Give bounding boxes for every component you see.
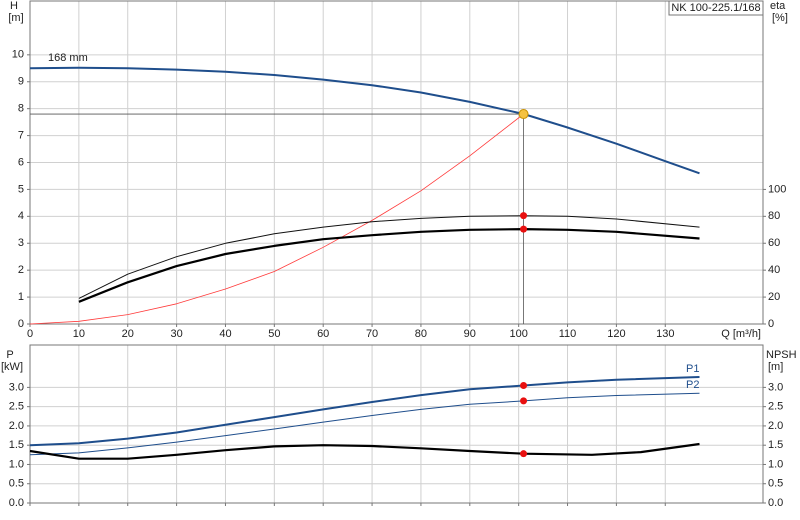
y2-tick-label: 60 — [768, 237, 780, 249]
y2-tick-label: 20 — [768, 291, 780, 303]
series-line — [29, 392, 700, 456]
x-tick-label: 60 — [317, 328, 329, 340]
y-tick-label: 7 — [18, 129, 24, 141]
y-tick-label: 5 — [18, 183, 24, 195]
y-axis-unit: [kW] — [1, 361, 23, 373]
y-tick-label: 3 — [18, 237, 24, 249]
x-axis-label: Q [m³/h] — [721, 328, 761, 340]
x-tick-label: 10 — [73, 328, 85, 340]
operating-point — [518, 109, 529, 120]
x-tick-label: 20 — [122, 328, 134, 340]
duty-point — [520, 397, 528, 405]
y-axis-unit: [m] — [8, 12, 23, 24]
y-tick-label: 0.0 — [9, 497, 24, 509]
x-tick-label: 70 — [366, 328, 378, 340]
y-tick-label: 1 — [18, 291, 24, 303]
y-tick-label: 6 — [18, 156, 24, 168]
y2-axis-label: NPSH — [766, 349, 797, 361]
x-tick-label: 100 — [509, 328, 527, 340]
y2-tick-label: 0 — [768, 318, 774, 330]
x-tick-label: 50 — [268, 328, 280, 340]
y-axis-label: P — [6, 349, 13, 361]
y-tick-label: 2.5 — [9, 401, 24, 413]
plot-frame — [29, 344, 764, 504]
series-line — [78, 215, 700, 299]
y2-tick-label: 2.0 — [768, 420, 783, 432]
x-tick-label: 120 — [607, 328, 625, 340]
series-line — [78, 228, 700, 303]
duty-point — [520, 212, 528, 220]
y-tick-label: 4 — [18, 210, 24, 222]
y-axis-label: H — [10, 0, 18, 12]
y-tick-label: 9 — [18, 76, 24, 88]
y-tick-label: 3.0 — [9, 381, 24, 393]
series-label: P1 — [686, 363, 699, 375]
x-tick-label: 110 — [559, 328, 577, 340]
x-tick-label: 0 — [27, 328, 33, 340]
legend-label: NK 100-225.1/168 — [671, 2, 760, 14]
y2-tick-label: 0.5 — [768, 478, 783, 490]
y2-tick-label: 80 — [768, 210, 780, 222]
y2-axis-unit: [m] — [768, 361, 783, 373]
duty-point — [520, 225, 528, 233]
duty-point — [520, 381, 528, 389]
y-tick-label: 2.0 — [9, 420, 24, 432]
series-label: 168 mm — [48, 52, 88, 64]
y-tick-label: 10 — [12, 49, 24, 61]
x-tick-label: 80 — [415, 328, 427, 340]
x-tick-label: 90 — [464, 328, 476, 340]
y2-tick-label: 3.0 — [768, 381, 783, 393]
y2-tick-label: 100 — [768, 183, 786, 195]
x-tick-label: 40 — [219, 328, 231, 340]
series-line — [29, 376, 700, 447]
series-line — [29, 442, 700, 460]
y2-tick-label: 40 — [768, 264, 780, 276]
x-tick-label: 130 — [656, 328, 674, 340]
y2-tick-label: 1.0 — [768, 458, 783, 470]
y2-axis-unit: [%] — [772, 12, 788, 24]
series-line — [29, 66, 700, 175]
y2-tick-label: 1.5 — [768, 439, 783, 451]
x-tick-label: 30 — [170, 328, 182, 340]
y-tick-label: 2 — [18, 264, 24, 276]
y-tick-label: 0 — [18, 318, 24, 330]
y-tick-label: 1.0 — [9, 458, 24, 470]
y-tick-label: 8 — [18, 103, 24, 115]
y2-tick-label: 0.0 — [768, 497, 783, 509]
legend-box — [668, 0, 764, 16]
y-tick-label: 0.5 — [9, 478, 24, 490]
y2-axis-label: eta — [770, 0, 786, 12]
duty-point — [520, 450, 528, 458]
y2-tick-label: 2.5 — [768, 401, 783, 413]
series-line — [29, 113, 524, 325]
y-tick-label: 1.5 — [9, 439, 24, 451]
series-label: P2 — [686, 379, 699, 391]
